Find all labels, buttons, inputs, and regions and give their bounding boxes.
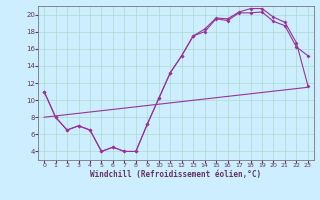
X-axis label: Windchill (Refroidissement éolien,°C): Windchill (Refroidissement éolien,°C) bbox=[91, 170, 261, 179]
